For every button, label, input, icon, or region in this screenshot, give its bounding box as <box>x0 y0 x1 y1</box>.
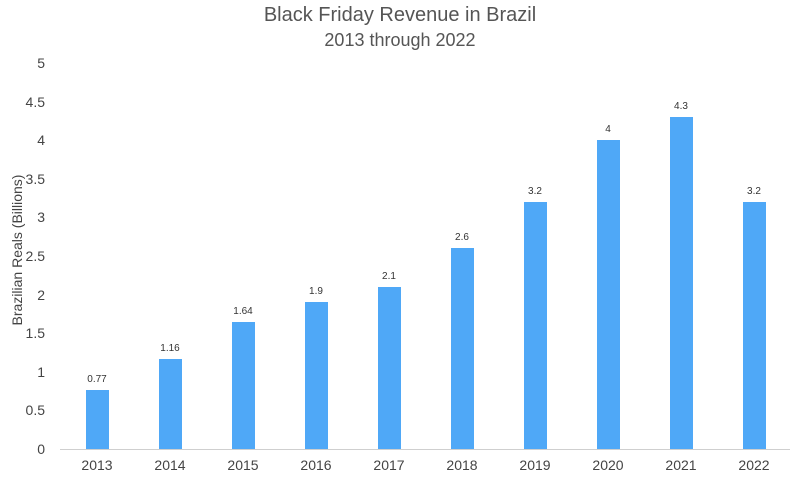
bar-2015 <box>231 322 255 449</box>
x-tick-label: 2021 <box>665 457 697 473</box>
bar-2021 <box>669 117 693 449</box>
bar-2022 <box>742 201 766 449</box>
data-label: 1.64 <box>233 306 253 318</box>
y-tick-label: 4 <box>37 132 45 149</box>
bar-2019 <box>523 201 547 449</box>
chart-title: Black Friday Revenue in Brazil <box>263 4 537 26</box>
x-tick-label: 2016 <box>300 457 332 473</box>
bar-2018 <box>450 248 474 449</box>
x-tick-label: 2019 <box>519 457 551 473</box>
y-tick-label: 1.5 <box>25 325 45 342</box>
x-tick-label: 2015 <box>227 457 259 473</box>
bar-2016 <box>304 302 328 449</box>
data-label: 4.3 <box>674 101 688 113</box>
bar-2014 <box>158 359 182 449</box>
x-tick-label: 2013 <box>81 457 113 473</box>
data-label: 3.2 <box>747 185 761 197</box>
data-label: 2.1 <box>382 270 396 282</box>
y-tick-label: 2.5 <box>25 248 45 264</box>
x-tick-label: 2020 <box>592 457 624 473</box>
y-tick-label: 2 <box>37 286 45 303</box>
bar-2020 <box>596 140 620 449</box>
y-tick-label: 0.5 <box>25 402 45 419</box>
x-tick-label: 2022 <box>738 457 770 473</box>
data-label: 1.16 <box>160 343 180 355</box>
x-tick-label: 2017 <box>373 457 405 473</box>
bar-2017 <box>377 286 401 449</box>
y-tick-label: 4.5 <box>25 93 45 110</box>
data-label: 4 <box>605 124 611 136</box>
y-tick-label: 0 <box>37 441 45 457</box>
y-tick-label: 5 <box>37 55 45 71</box>
bar-2013 <box>85 389 109 449</box>
chart-subtitle: 2013 through 2022 <box>324 30 476 50</box>
y-axis-label: Brazilian Reals (Billions) <box>9 174 25 326</box>
data-label: 3.2 <box>528 185 542 197</box>
x-tick-label: 2014 <box>154 457 186 473</box>
x-axis-line <box>60 449 790 450</box>
data-label: 0.77 <box>87 373 107 385</box>
data-label: 2.6 <box>455 232 469 244</box>
y-tick-label: 3.5 <box>25 170 45 187</box>
y-tick-label: 1 <box>37 363 45 380</box>
x-tick-label: 2018 <box>446 457 478 473</box>
data-label: 1.9 <box>309 286 323 298</box>
y-tick-label: 3 <box>37 209 45 226</box>
